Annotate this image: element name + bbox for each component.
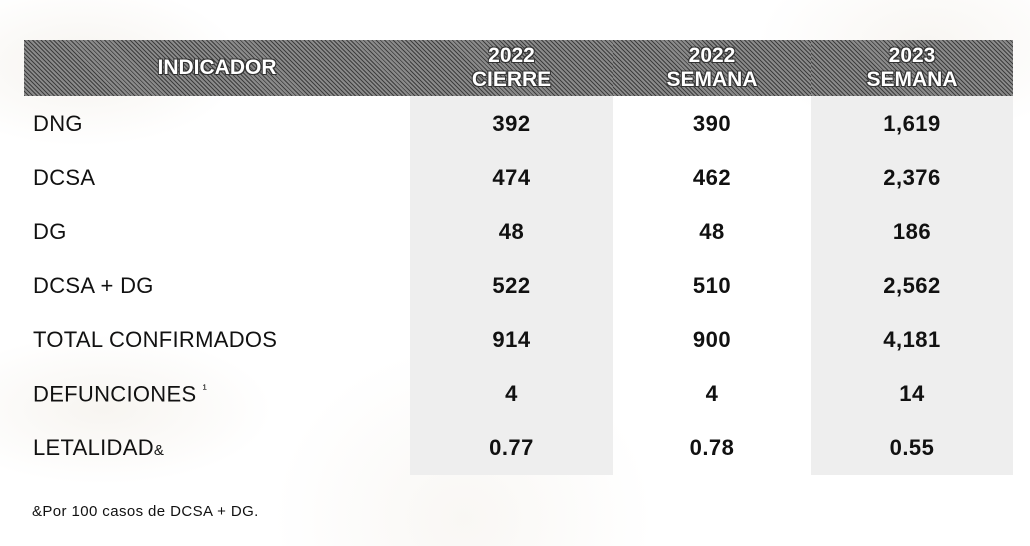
value-2022-cierre: 522 — [410, 259, 613, 313]
value-2022-cierre: 48 — [410, 205, 613, 259]
footnote: &Por 100 casos de DCSA + DG. — [32, 503, 259, 520]
row-label: DG — [33, 219, 67, 244]
indicators-table: INDICADOR 2022 CIERRE 2022 SEMANA 2023 S… — [24, 40, 1013, 475]
row-label: DEFUNCIONES — [33, 381, 197, 407]
value-2023-semana: 4,181 — [811, 313, 1013, 367]
header-2023-semana: 2023 SEMANA — [811, 40, 1013, 96]
value-2023-semana: 2,376 — [811, 151, 1013, 205]
value-2022-cierre: 392 — [410, 96, 613, 151]
table-row: DCSA 474 462 2,376 — [24, 151, 1013, 205]
value-2022-semana: 510 — [692, 273, 732, 298]
table-row: DCSA + DG 522 510 2,562 — [24, 259, 1013, 313]
row-label: DCSA + DG — [33, 273, 154, 298]
header-year: 2022 — [488, 44, 535, 67]
header-2022-cierre: 2022 CIERRE — [410, 40, 613, 96]
row-label: DCSA — [33, 165, 96, 190]
value-2022-semana: 0.78 — [689, 435, 735, 460]
row-label: DNG — [33, 110, 83, 136]
value-2022-cierre: 4 — [410, 367, 613, 421]
value-2023-semana: 14 — [811, 367, 1013, 421]
row-label-cell: DEFUNCIONES ¹ — [24, 367, 410, 421]
value-2023-semana: 0.55 — [811, 421, 1013, 475]
footnote-marker: & — [153, 442, 165, 459]
table-row: TOTAL CONFIRMADOS 914 900 4,181 — [24, 313, 1013, 367]
value-2022-semana: 4 — [705, 381, 719, 406]
header-indicador: INDICADOR — [24, 40, 410, 96]
row-label-cell: LETALIDAD& — [24, 421, 410, 475]
row-label: TOTAL CONFIRMADOS — [33, 327, 278, 352]
header-2022-semana: 2022 SEMANA — [613, 40, 811, 96]
header-year: 2023 — [888, 44, 936, 67]
value-2023-semana: 2,562 — [811, 259, 1013, 313]
value-2022-cierre: 0.77 — [410, 421, 613, 475]
footnote-marker: ¹ — [202, 380, 208, 396]
value-2023-semana: 186 — [811, 205, 1013, 259]
value-2022-semana: 900 — [692, 327, 732, 352]
value-2023-semana: 1,619 — [811, 96, 1013, 151]
value-2022-semana: 48 — [699, 219, 725, 244]
table-row: DG 48 48 186 — [24, 205, 1013, 259]
header-period: SEMANA — [666, 68, 758, 91]
value-2022-semana: 390 — [692, 110, 732, 136]
header-period: CIERRE — [471, 68, 552, 91]
table-row: DEFUNCIONES ¹ 4 4 14 — [24, 367, 1013, 421]
table-row: LETALIDAD& 0.77 0.78 0.55 — [24, 421, 1013, 475]
header-period: SEMANA — [866, 68, 958, 91]
value-2022-cierre: 474 — [410, 151, 613, 205]
value-2022-semana: 462 — [692, 165, 732, 190]
header-indicador-label: INDICADOR — [157, 56, 277, 79]
row-label: LETALIDAD — [33, 435, 154, 460]
header-year: 2022 — [688, 44, 736, 67]
table-row: DNG 392 390 1,619 — [24, 96, 1013, 151]
header-row: INDICADOR 2022 CIERRE 2022 SEMANA 2023 S… — [24, 40, 1013, 96]
value-2022-cierre: 914 — [410, 313, 613, 367]
